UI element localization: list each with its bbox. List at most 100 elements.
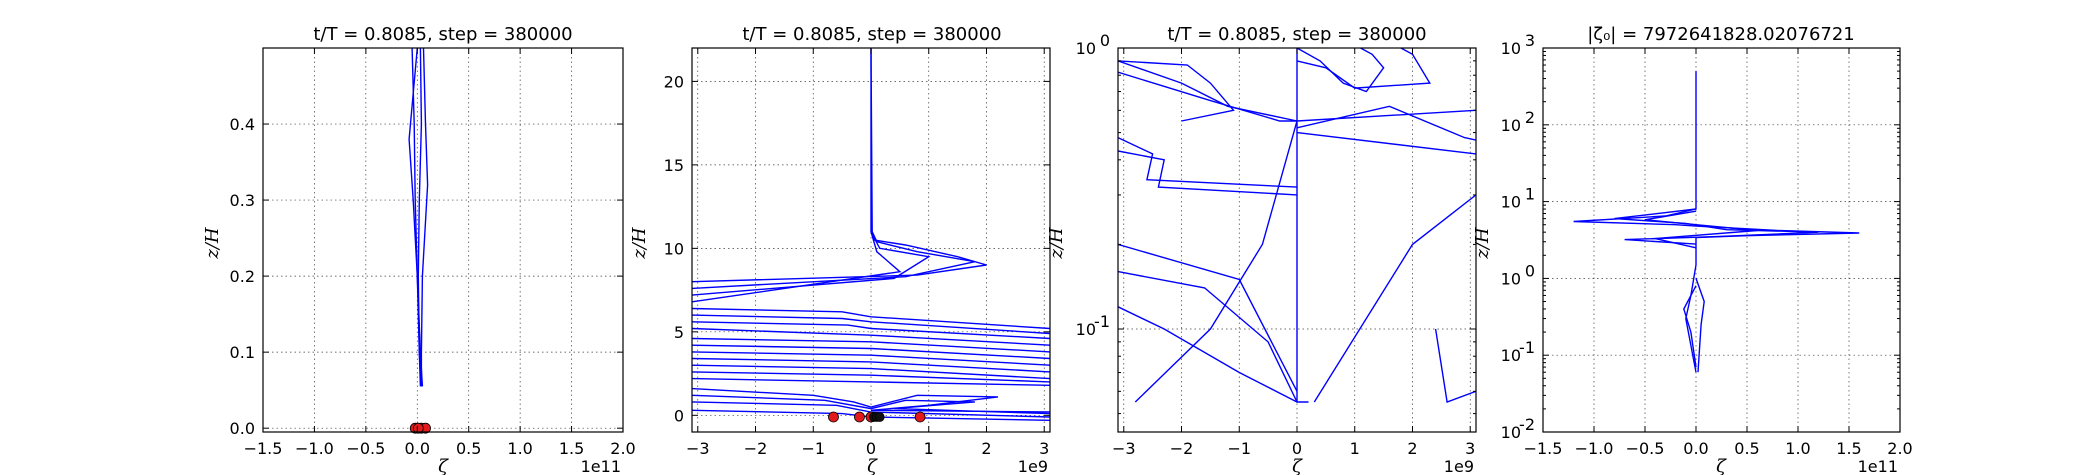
chart-3-y-tick-label-0: 10 [1076, 320, 1096, 339]
chart-3-x-tick-label-2: −1 [1227, 439, 1251, 458]
chart-2-series-line-12 [692, 364, 1050, 380]
chart-3-series-line-6 [1118, 270, 1298, 403]
chart-2-series-line-4 [692, 307, 1050, 330]
chart-4-ylabel: z/H [1472, 227, 1493, 260]
chart-1-title: t/T = 0.8085, step = 380000 [313, 24, 572, 45]
chart-3-series-line-8 [1134, 120, 1298, 403]
chart-3-series-line-13 [1434, 328, 1476, 403]
chart-4-y-tick-label-2: 10 [1501, 269, 1521, 288]
chart-1-x-offset: 1e11 [581, 457, 621, 475]
chart-1-y-tick-label-2: 0.2 [230, 267, 255, 286]
chart-4-xlabel: ζ [1716, 456, 1727, 475]
chart-3-series-line-1 [1118, 71, 1297, 122]
chart-4-y-tick-label-5: 10 [1501, 39, 1521, 58]
chart-3-x-tick-label-0: −3 [1112, 439, 1136, 458]
chart-3-series-line-16 [1118, 60, 1235, 122]
chart-4-y-tick-label-4: 10 [1501, 116, 1521, 135]
chart-3-x-tick-label-5: 2 [1407, 439, 1417, 458]
chart-3-series-line-12 [1313, 194, 1476, 403]
chart-2-series-line-17 [692, 401, 1050, 418]
chart-4-plot-area [1573, 71, 1860, 373]
chart-3-ylabel: z/H [1046, 227, 1067, 260]
chart-4-series-line-1 [1614, 208, 1819, 245]
chart-3-plot-area [1118, 48, 1476, 403]
chart-3-series-line-3 [1118, 136, 1298, 188]
chart-panel-3: t/T = 0.8085, step = 380000 ζ z/H 1e9 −3… [1046, 24, 1477, 475]
chart-4-y-tick-exponent-5: 3 [1525, 31, 1535, 50]
chart-2-series-line-14 [692, 377, 1050, 386]
chart-3-series-line-15 [1296, 48, 1431, 89]
chart-2-series-line-6 [692, 321, 1050, 340]
chart-2-series-line-16 [692, 394, 1050, 415]
chart-3-x-tick-label-6: 3 [1465, 439, 1475, 458]
chart-1-y-tick-label-3: 0.3 [230, 191, 255, 210]
chart-4-x-tick-label-7: 2.0 [1887, 439, 1912, 458]
chart-4-x-offset: 1e11 [1858, 457, 1898, 475]
chart-4-y-tick-exponent-2: 0 [1525, 261, 1535, 280]
chart-1-xlabel: ζ [438, 456, 449, 475]
chart-2-title: t/T = 0.8085, step = 380000 [742, 24, 1001, 45]
chart-3-series-line-5 [1118, 243, 1298, 392]
chart-2-series-line-8 [692, 337, 1050, 353]
chart-4-x-tick-label-5: 1.0 [1785, 439, 1810, 458]
chart-1-series-line-1 [417, 48, 423, 387]
chart-4-series-line-0 [1573, 71, 1860, 373]
chart-2-x-tick-label-4: 1 [924, 439, 934, 458]
chart-3-x-tick-label-3: 0 [1292, 439, 1302, 458]
chart-1-y-tick-label-1: 0.1 [230, 343, 255, 362]
chart-2-y-tick-label-4: 20 [664, 72, 684, 91]
chart-2-x-tick-label-0: −3 [686, 439, 710, 458]
chart-3-x-offset: 1e9 [1444, 457, 1474, 475]
chart-2-y-tick-label-2: 10 [664, 239, 684, 258]
chart-2-series-line-10 [692, 351, 1050, 366]
chart-3-y-tick-exponent-1: 0 [1100, 31, 1110, 50]
chart-3-y-tick-exponent-0: -1 [1094, 312, 1110, 331]
chart-2-x-tick-label-3: 0 [866, 439, 876, 458]
chart-2-ylabel: z/H [629, 227, 650, 260]
chart-2-plot-area [692, 48, 1050, 421]
chart-4-series-line-3 [1695, 278, 1705, 373]
chart-1-frame [262, 47, 624, 433]
chart-2-series-line-3 [692, 231, 902, 303]
chart-4-series-line-2 [1644, 210, 1758, 249]
chart-4-y-tick-exponent-0: -2 [1519, 415, 1535, 434]
chart-2-series-line-2 [692, 231, 931, 296]
chart-3-series-line-4 [1118, 150, 1298, 196]
chart-1-x-tick-label-5: 1.0 [507, 439, 532, 458]
chart-1-red-marker-3 [412, 422, 424, 434]
chart-1-ylabel: z/H [202, 227, 223, 260]
chart-1-series-line-3 [420, 48, 429, 387]
chart-3-series-line-9 [1296, 109, 1476, 122]
chart-1-x-tick-label-7: 2.0 [610, 439, 635, 458]
chart-2-series-line-7 [692, 327, 1050, 346]
chart-4-frame [1542, 47, 1901, 433]
chart-3-series-line-2 [1118, 60, 1298, 122]
chart-3-series-line-0 [1296, 48, 1309, 403]
chart-3-series-line-7 [1118, 306, 1298, 403]
chart-2-x-tick-label-6: 3 [1039, 439, 1049, 458]
chart-2-x-offset: 1e9 [1018, 457, 1048, 475]
chart-4-y-tick-label-0: 10 [1501, 423, 1521, 442]
chart-4-y-tick-exponent-4: 2 [1525, 108, 1535, 127]
chart-2-series-line-9 [692, 344, 1050, 360]
chart-3-series-line-11 [1296, 105, 1476, 141]
chart-2-series-line-15 [692, 387, 1050, 413]
chart-2-y-tick-label-1: 5 [674, 323, 684, 342]
chart-2-series-line-5 [692, 314, 1050, 335]
chart-2-y-tick-label-0: 0 [674, 406, 684, 425]
chart-2-x-tick-label-1: −2 [744, 439, 768, 458]
chart-2-black-marker-2 [874, 412, 885, 422]
chart-2-series-line-13 [692, 371, 1050, 383]
chart-2-xlabel: ζ [867, 456, 878, 475]
chart-3-y-tick-label-1: 10 [1076, 39, 1096, 58]
chart-2-series-line-1 [692, 48, 976, 290]
chart-1-y-tick-label-4: 0.4 [230, 115, 255, 134]
chart-4-x-tick-label-3: 0.0 [1683, 439, 1708, 458]
chart-1-y-tick-label-0: 0.0 [230, 419, 255, 438]
chart-4-x-tick-label-6: 1.5 [1836, 439, 1861, 458]
chart-2-x-tick-label-5: 2 [981, 439, 991, 458]
chart-1-plot-area [408, 48, 429, 387]
chart-4-x-tick-label-0: −1.5 [1524, 439, 1563, 458]
chart-2-series-line-0 [692, 48, 987, 283]
